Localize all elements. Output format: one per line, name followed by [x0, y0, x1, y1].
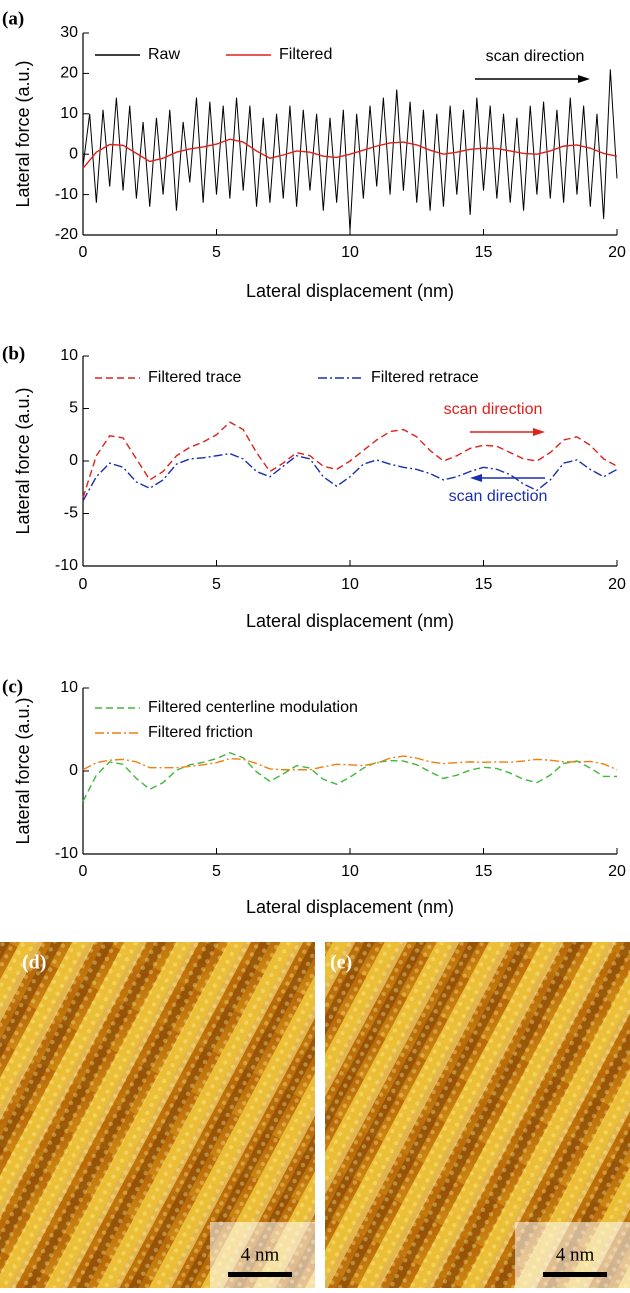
y-tick-label: 20 — [60, 65, 78, 82]
image-label: (e) — [330, 952, 352, 974]
annotation: scan direction — [444, 401, 543, 418]
arrow-head — [578, 75, 590, 83]
y-tick-label: 10 — [60, 347, 78, 364]
panel-label: (a) — [2, 8, 24, 29]
data-line — [82, 138, 618, 169]
x-tick-label: 10 — [341, 863, 359, 880]
x-tick-label: 0 — [79, 863, 88, 880]
y-tick-label: -10 — [55, 845, 78, 862]
x-axis-title: Lateral displacement (nm) — [246, 611, 454, 631]
y-tick-label: 0 — [69, 452, 78, 469]
x-axis-title: Lateral displacement (nm) — [246, 281, 454, 301]
x-tick-label: 5 — [212, 244, 221, 261]
legend-label: Filtered — [279, 46, 332, 63]
y-tick-label: -10 — [55, 557, 78, 574]
y-axis-title: Lateral force (a.u.) — [13, 60, 33, 207]
y-tick-label: 10 — [60, 679, 78, 696]
panel-label: (c) — [2, 676, 23, 697]
legend-label: Filtered friction — [148, 724, 253, 741]
x-tick-label: 5 — [212, 576, 221, 593]
annotation: scan direction — [449, 488, 548, 505]
x-tick-label: 0 — [79, 244, 88, 261]
scale-bar-label: 4 nm — [556, 1244, 595, 1265]
data-line — [82, 751, 617, 802]
y-tick-label: 10 — [60, 105, 78, 122]
y-tick-label: 0 — [69, 145, 78, 162]
x-tick-label: 20 — [608, 244, 626, 261]
x-tick-label: 20 — [608, 576, 626, 593]
data-line — [82, 452, 618, 502]
data-line — [82, 421, 618, 498]
y-tick-label: -20 — [55, 226, 78, 243]
image-label: (d) — [22, 952, 46, 974]
scale-bar-label: 4 nm — [241, 1244, 280, 1265]
data-line — [82, 755, 618, 771]
x-tick-label: 20 — [608, 863, 626, 880]
x-tick-label: 5 — [212, 863, 221, 880]
y-axis-title: Lateral force (a.u.) — [13, 697, 33, 844]
x-tick-label: 15 — [475, 863, 493, 880]
legend-label: Filtered trace — [148, 369, 241, 386]
image-d: (d) 4 nm — [0, 942, 315, 1288]
y-axis-title: Lateral force (a.u.) — [13, 387, 33, 534]
x-axis-title: Lateral displacement (nm) — [246, 897, 454, 917]
y-tick-label: 30 — [60, 24, 78, 41]
panel-label: (b) — [2, 343, 25, 364]
data-line — [82, 69, 618, 231]
y-tick-label: -5 — [64, 505, 78, 522]
x-tick-label: 10 — [341, 576, 359, 593]
legend-label: Raw — [148, 46, 180, 63]
arrow-head — [470, 474, 482, 482]
scale-bar — [543, 1272, 607, 1277]
x-tick-label: 0 — [79, 576, 88, 593]
arrow-head — [533, 428, 545, 436]
y-tick-label: 0 — [69, 762, 78, 779]
image-e: (e) 4 nm — [325, 942, 630, 1288]
legend-label: Filtered centerline modulation — [148, 699, 358, 716]
scale-bar — [228, 1272, 292, 1277]
x-tick-label: 15 — [475, 244, 493, 261]
legend-label: Filtered retrace — [371, 369, 479, 386]
annotation: scan direction — [486, 48, 585, 65]
y-tick-label: 5 — [69, 400, 78, 417]
x-tick-label: 15 — [475, 576, 493, 593]
y-tick-label: -10 — [55, 186, 78, 203]
x-tick-label: 10 — [341, 244, 359, 261]
